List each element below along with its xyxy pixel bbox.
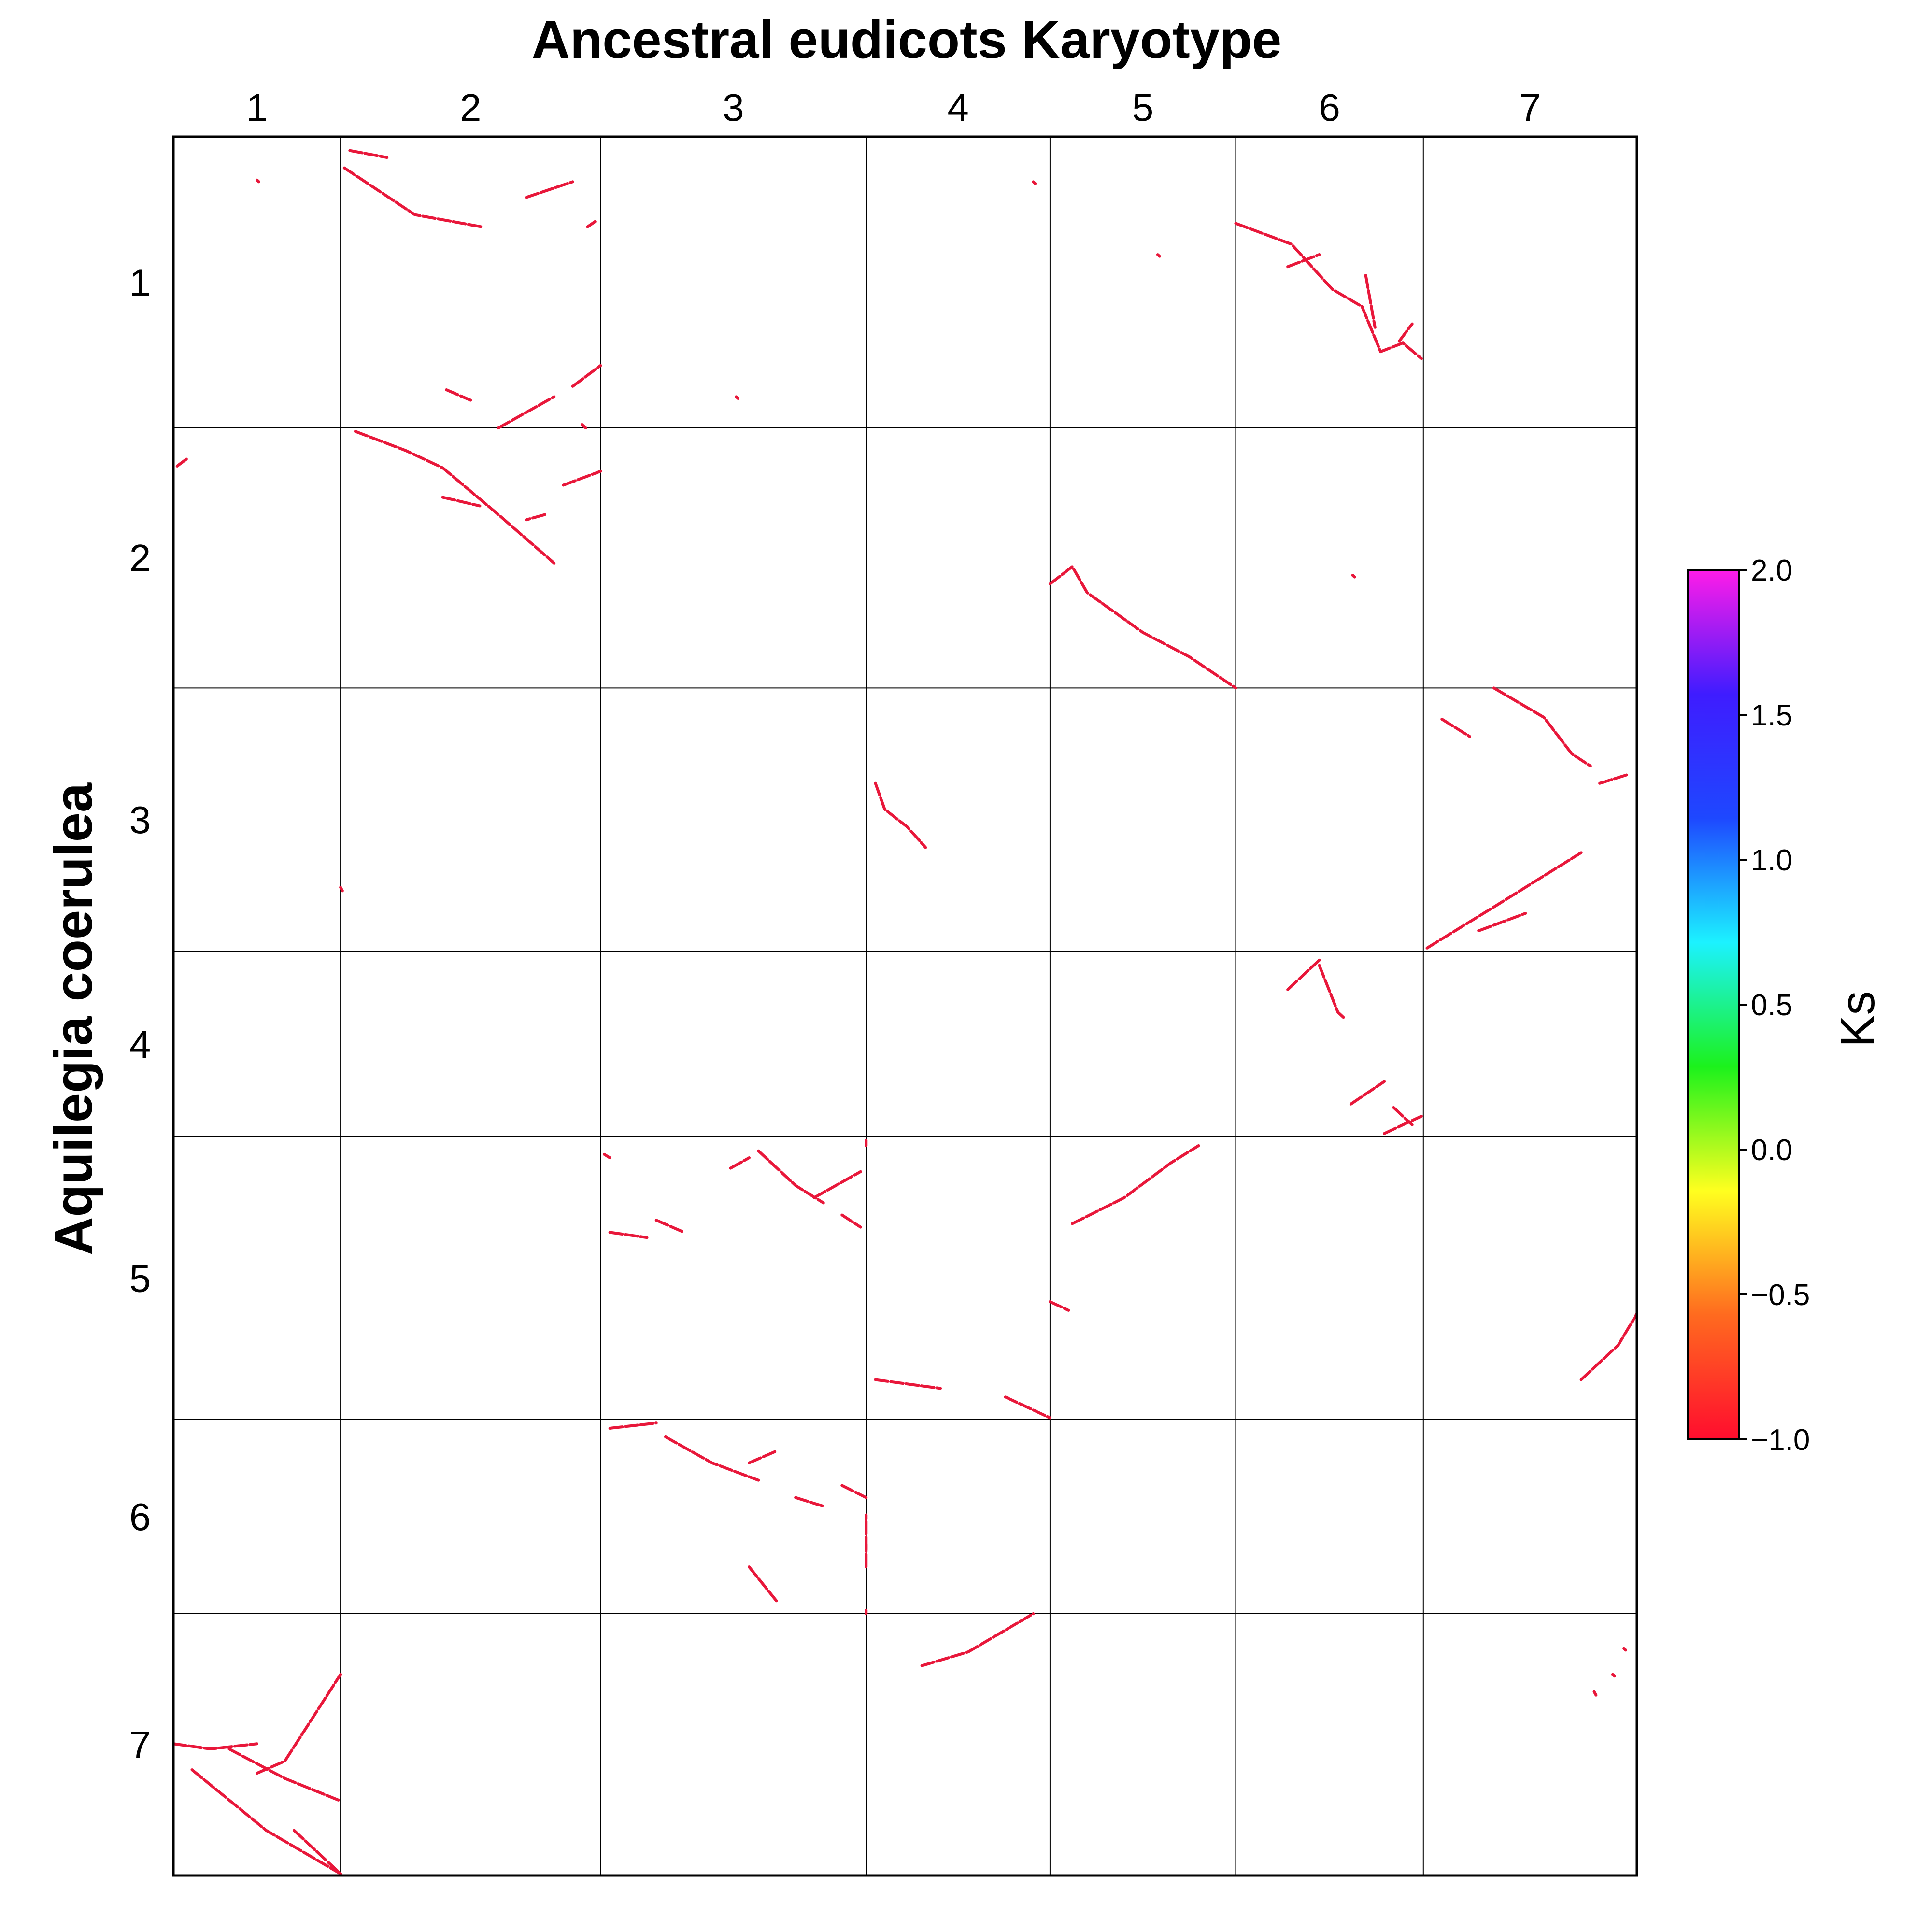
ks-colorbar: 2.0 1.5 1.0 0.5 0.0 −0.5 −1.0 Ks: [1687, 554, 1885, 1457]
y-chromosome-label: 4: [129, 1023, 151, 1066]
synteny-block: [441, 496, 482, 508]
y-chromosome-label: 1: [129, 261, 151, 304]
colorbar-tick-label: −0.5: [1751, 1279, 1810, 1312]
synteny-block: [1048, 1300, 1070, 1312]
colorbar-ticks: 2.0 1.5 1.0 0.5 0.0 −0.5 −1.0: [1739, 554, 1810, 1457]
synteny-block: [608, 1421, 658, 1430]
x-chromosome-label: 5: [1132, 86, 1154, 129]
synteny-block: [1425, 851, 1583, 950]
synteny-block: [748, 1565, 779, 1603]
synteny-block: [1364, 274, 1377, 329]
y-chromosome-labels: 1 2 3 4 5 6 7: [129, 261, 151, 1766]
synteny-block: [840, 1213, 862, 1229]
synteny-block: [1032, 180, 1037, 185]
synteny-block: [1477, 911, 1527, 932]
synteny-block: [339, 886, 344, 893]
synteny-block: [1351, 574, 1356, 579]
synteny-block: [1611, 1673, 1616, 1678]
synteny-block: [603, 1152, 611, 1160]
x-chromosome-label: 2: [460, 86, 482, 129]
synteny-block: [874, 781, 927, 849]
synteny-block: [586, 220, 597, 228]
x-chromosome-label: 3: [723, 86, 744, 129]
x-chromosome-label: 7: [1520, 86, 1541, 129]
synteny-block: [571, 364, 602, 388]
synteny-block: [172, 1742, 259, 1750]
synteny-block: [342, 166, 483, 228]
y-axis-label: Aquilegia coerulea: [44, 782, 103, 1255]
synteny-block: [175, 457, 188, 468]
synteny-block: [1286, 253, 1321, 269]
y-chromosome-label: 6: [129, 1495, 151, 1538]
synteny-block: [1622, 1647, 1627, 1652]
synteny-block: [664, 1435, 760, 1482]
synteny-block: [748, 1449, 779, 1464]
synteny-block: [729, 1156, 751, 1170]
colorbar-label: Ks: [1831, 991, 1885, 1048]
x-chromosome-label: 1: [246, 86, 268, 129]
synteny-block: [256, 178, 260, 184]
synteny-block: [580, 423, 587, 429]
synteny-block: [1286, 958, 1321, 991]
synteny-block: [525, 513, 547, 522]
synteny-block: [1071, 1144, 1200, 1225]
x-chromosome-label: 4: [947, 86, 969, 129]
x-chromosome-label: 6: [1319, 86, 1340, 129]
colorbar-tick-label: 1.0: [1751, 844, 1792, 877]
synteny-block: [1383, 1114, 1423, 1135]
synteny-block: [794, 1496, 825, 1508]
colorbar-tick-label: 0.5: [1751, 989, 1792, 1022]
synteny-block: [1156, 253, 1161, 258]
synteny-block: [735, 395, 739, 400]
synteny-block: [920, 1612, 1035, 1667]
synteny-block: [525, 180, 574, 199]
x-chromosome-labels: 1 2 3 4 5 6 7: [246, 86, 1541, 129]
synteny-block: [190, 1768, 342, 1875]
synteny-block: [1592, 1690, 1598, 1697]
synteny-block: [654, 1219, 686, 1234]
synteny-block: [1234, 222, 1423, 360]
synteny-block: [292, 1829, 342, 1875]
synteny-block: [227, 1747, 342, 1803]
synteny-block: [354, 430, 556, 565]
plot-frame: [172, 135, 1638, 1877]
colorbar-bar: [1687, 569, 1740, 1440]
synteny-block: [562, 469, 602, 487]
synteny-block: [1440, 717, 1471, 738]
colorbar-tick-label: 0.0: [1751, 1134, 1792, 1167]
synteny-block: [757, 1149, 825, 1205]
synteny-block: [1318, 964, 1345, 1019]
y-chromosome-label: 7: [129, 1723, 151, 1766]
synteny-block: [1397, 322, 1414, 343]
synteny-block: [1004, 1395, 1051, 1420]
synteny-block: [256, 1673, 342, 1775]
synteny-block: [874, 1378, 942, 1390]
synteny-block: [812, 1170, 862, 1199]
synteny-block: [497, 395, 556, 429]
synteny-block: [608, 1231, 649, 1239]
y-chromosome-label: 2: [129, 537, 151, 580]
synteny-block: [1579, 1312, 1638, 1381]
colorbar-tick-label: −1.0: [1751, 1423, 1810, 1457]
chart-title: Ancestral eudicots Karyotype: [532, 10, 1282, 70]
y-chromosome-label: 3: [129, 798, 151, 841]
y-chromosome-label: 5: [129, 1257, 151, 1300]
synteny-block: [1048, 565, 1237, 690]
synteny-block: [1349, 1080, 1386, 1106]
chromosome-grid: [173, 137, 1637, 1875]
synteny-block: [1598, 773, 1629, 785]
synteny-dots: [172, 149, 1638, 1875]
colorbar-tick-label: 2.0: [1751, 554, 1792, 587]
colorbar-tick-label: 1.5: [1751, 699, 1792, 732]
synteny-block: [1492, 686, 1592, 767]
synteny-block: [445, 388, 472, 402]
synteny-block: [348, 149, 389, 159]
synteny-block: [840, 1484, 868, 1499]
